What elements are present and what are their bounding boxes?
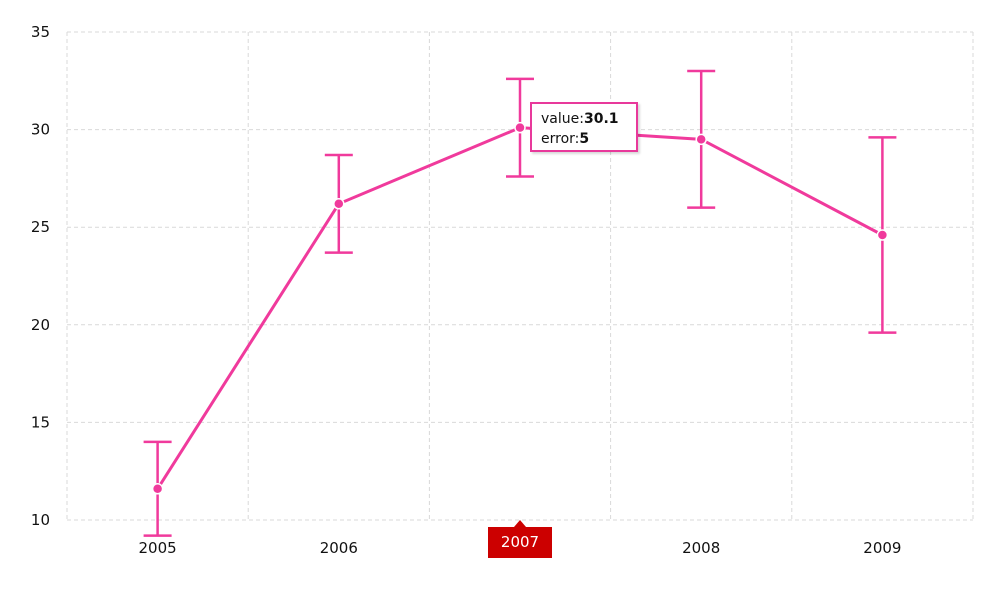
- x-tick-label: 2005: [139, 539, 177, 557]
- y-tick-label: 30: [31, 121, 50, 139]
- series-line: [156, 126, 884, 490]
- x-tick-label: 2009: [863, 539, 901, 557]
- x-tick-label: 2008: [682, 539, 720, 557]
- data-point[interactable]: [695, 133, 707, 146]
- y-tick-label: 25: [31, 218, 50, 236]
- tooltip-error: 5: [579, 131, 590, 147]
- x-cursor-label: 2007: [488, 527, 552, 558]
- data-point[interactable]: [151, 483, 164, 495]
- tooltip-value-line: value:30.1: [541, 109, 636, 129]
- data-point[interactable]: [333, 198, 345, 210]
- y-tick-label: 10: [31, 511, 50, 529]
- x-tick-label: 2006: [320, 539, 358, 557]
- tooltip-error-line: error:5: [541, 129, 636, 149]
- y-tick-label: 15: [31, 413, 50, 431]
- data-point[interactable]: [876, 229, 889, 241]
- cursor-label-pointer: [514, 520, 526, 527]
- tooltip-error-label: error:: [541, 131, 580, 147]
- y-tick-label: 35: [31, 23, 50, 41]
- data-point[interactable]: [514, 121, 526, 134]
- tooltip-value: 30.1: [583, 111, 619, 127]
- y-tick-label: 20: [31, 316, 50, 334]
- tooltip-value-label: value:: [541, 111, 584, 127]
- tooltip: value:30.1 error:5: [530, 102, 638, 152]
